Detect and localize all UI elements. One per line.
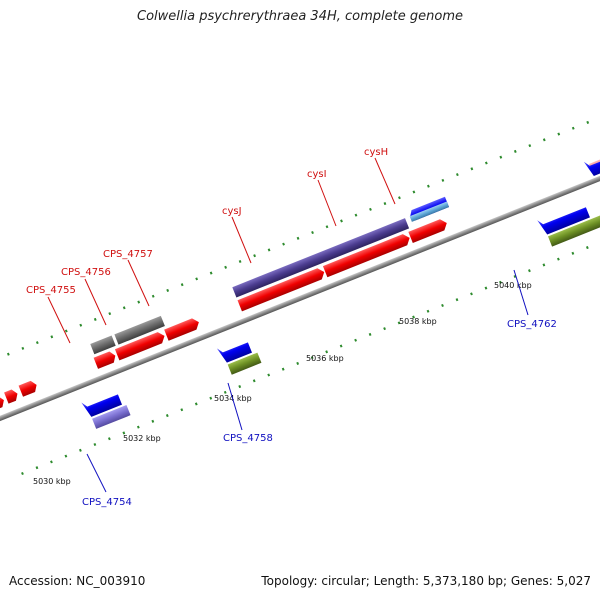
map-title: Colwellia psychrerythraea 34H, complete … [137,9,463,24]
gene-label-cps4758: CPS_4758 [223,433,273,444]
scale-label-5032: 5032 kbp [123,434,161,443]
lavender-gene-4754 [92,404,131,429]
forward-gene-cysI [322,234,410,278]
scale-label-5036: 5036 kbp [306,354,344,363]
genome-backbone [0,160,600,425]
callout-lines [47,157,529,493]
green-gene-4762 [547,214,600,247]
forward-strand-genes [0,145,600,412]
forward-gene-4757 [164,318,199,341]
gene-label-cps4757: CPS_4757 [103,249,153,260]
gene-label-cps4755: CPS_4755 [26,285,76,296]
forward-gene-cysJ [237,268,325,312]
scale-label-5040: 5040 kbp [494,281,532,290]
forward-gene-left-3 [18,380,37,397]
scale-label-5038: 5038 kbp [399,317,437,326]
forward-gene-4756 [114,332,165,361]
forward-gene-left-2 [4,389,18,404]
genome-summary-text: Topology: circular; Length: 5,373,180 bp… [261,574,591,588]
accession-text: Accession: NC_003910 [9,574,146,588]
gene-label-cps4762: CPS_4762 [507,319,557,330]
gene-label-cps4754: CPS_4754 [82,497,132,508]
reverse-gene-4758 [216,342,252,363]
forward-gene-left-1 [0,396,4,412]
lightblue-gene [409,201,450,222]
scale-labels: 5030 kbp 5032 kbp 5034 kbp 5036 kbp 5038… [33,281,532,486]
gene-labels: CPS_4754 CPS_4755 CPS_4756 CPS_4757 cysJ… [26,147,557,508]
green-gene-4758 [227,352,262,375]
gene-label-cysj: cysJ [222,206,242,217]
gene-label-cysi: cysI [307,169,327,180]
forward-gene-4755 [93,351,116,369]
reverse-strand-genes [81,148,600,429]
operon-bar [232,218,410,298]
reverse-gene-4762 [537,207,590,235]
gene-label-cps4756: CPS_4756 [61,267,111,278]
reverse-gene-4754 [81,394,123,417]
forward-gene-cysH [408,219,447,244]
scale-label-5030: 5030 kbp [33,477,71,486]
gene-label-cysh: cysH [364,147,388,158]
reverse-gene-right [583,148,600,177]
grey-gene-2 [114,315,165,345]
grey-gene-1 [90,335,116,355]
